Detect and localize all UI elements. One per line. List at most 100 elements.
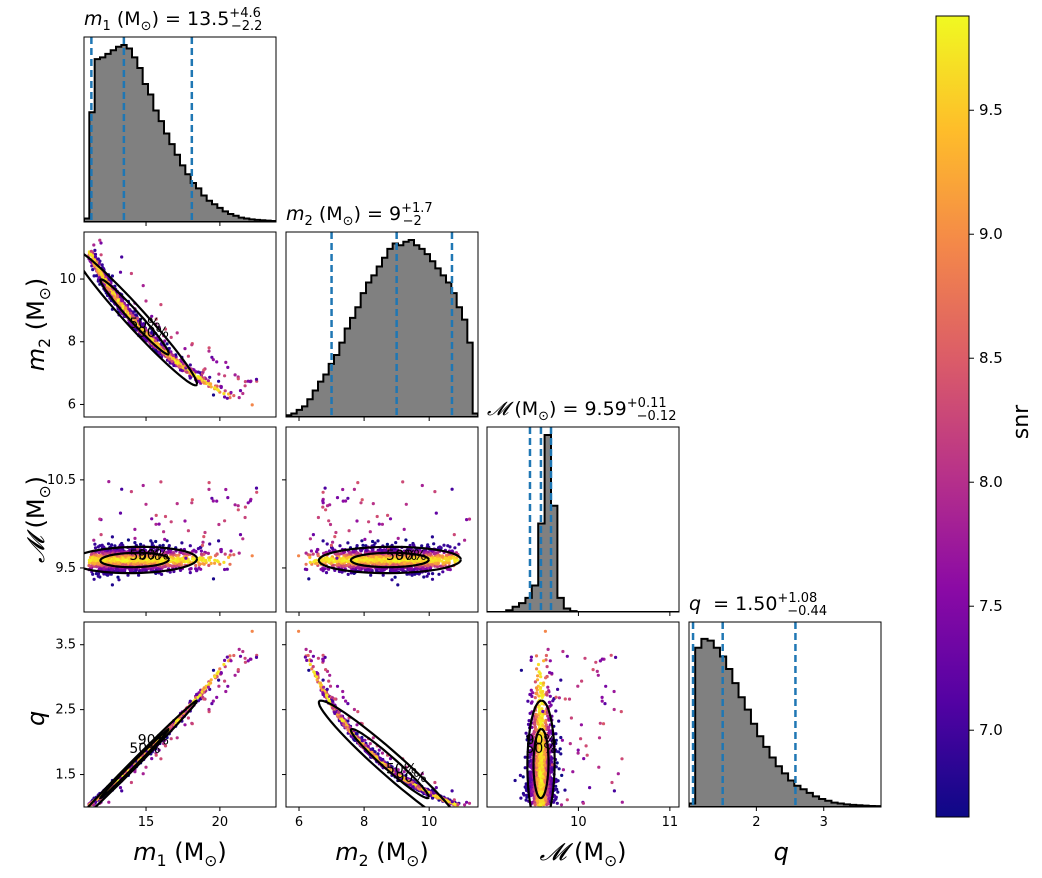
scatter-point: [217, 539, 220, 542]
scatter-point: [433, 490, 436, 493]
scatter-point: [101, 263, 104, 266]
scatter-point: [121, 305, 124, 308]
scatter-point: [99, 241, 102, 244]
scatter-point: [164, 515, 167, 518]
scatter-point: [142, 284, 145, 287]
scatter-point: [305, 568, 308, 571]
scatter-point: [355, 519, 358, 522]
scatter-point: [237, 508, 240, 511]
scatter-point: [166, 342, 169, 345]
scatter-point: [98, 239, 101, 242]
title-unit: (M: [514, 398, 538, 420]
scatter-point: [390, 568, 393, 571]
panel-frame: [84, 232, 276, 417]
scatter-point: [238, 396, 241, 399]
scatter-point: [100, 533, 103, 536]
scatter-point: [117, 299, 120, 302]
scatter-point: [241, 392, 244, 395]
scatter-point: [172, 551, 175, 554]
scatter-point: [251, 630, 254, 633]
scatter-point: [380, 568, 383, 571]
scatter-point: [190, 567, 193, 570]
scatter-point: [208, 542, 211, 545]
scatter-point: [237, 504, 240, 507]
scatter-point: [208, 376, 211, 379]
scatter-point: [97, 554, 100, 557]
scatter-point: [119, 271, 122, 274]
scatter-point: [178, 365, 181, 368]
scatter-point: [244, 384, 247, 387]
scatter-point: [182, 552, 185, 555]
scatter-point: [338, 544, 341, 547]
scatter-point: [139, 543, 142, 546]
scatter-point: [190, 343, 193, 346]
scatter-point: [367, 520, 370, 523]
scatter-point: [297, 554, 300, 557]
y-tick-label: 8: [68, 335, 76, 350]
title-lower-error: −2: [403, 214, 422, 229]
panel-content: [84, 37, 276, 222]
scatter-point: [207, 552, 210, 555]
title-unit: (M: [117, 8, 141, 30]
scatter-point: [191, 557, 194, 560]
scatter-point: [317, 516, 320, 519]
scatter-point: [120, 488, 123, 491]
scatter-point: [187, 529, 190, 532]
scatter-point: [457, 543, 460, 546]
scatter-point: [217, 523, 220, 526]
scatter-point: [431, 563, 434, 566]
title-unit-sub: ⊙: [538, 409, 549, 424]
scatter-point: [93, 578, 96, 581]
scatter-point: [220, 385, 223, 388]
scatter-point: [217, 679, 220, 682]
scatter-point: [170, 564, 173, 567]
scatter-point: [341, 488, 344, 491]
scatter-point: [194, 564, 197, 567]
scatter-point: [255, 491, 258, 494]
scatter-point: [309, 537, 312, 540]
scatter-point: [129, 312, 132, 315]
scatter-point: [239, 389, 242, 392]
scatter-point: [98, 518, 101, 521]
scatter-point: [378, 562, 381, 565]
scatter-point: [361, 498, 364, 501]
title-unit-sub: ⊙: [343, 214, 354, 229]
scatter-point: [144, 299, 147, 302]
panel-m2-m2: m2 (M⊙) = 9+1.7−2: [286, 201, 478, 421]
scatter-point: [346, 541, 349, 544]
title-value: = 13.5: [159, 8, 229, 30]
panel-content: [286, 232, 478, 417]
scatter-point: [215, 360, 218, 363]
scatter-point: [130, 568, 133, 571]
scatter-point: [345, 557, 348, 560]
scatter-point: [453, 533, 456, 536]
scatter-point: [449, 568, 452, 571]
scatter-point: [249, 380, 252, 383]
scatter-point: [308, 556, 311, 559]
title-symbol: m: [84, 8, 103, 30]
scatter-point: [321, 499, 324, 502]
title-value: = 9.59: [556, 398, 626, 420]
scatter-point: [212, 577, 215, 580]
title-lower-error: −0.12: [637, 409, 677, 424]
scatter-point: [366, 560, 369, 563]
scatter-point: [185, 370, 188, 373]
scatter-point: [189, 544, 192, 547]
scatter-point: [431, 535, 434, 538]
scatter-point: [305, 552, 308, 555]
scatter-point: [433, 552, 436, 555]
scatter-point: [375, 556, 378, 559]
scatter-point: [199, 376, 202, 379]
title-unit-close: ): [549, 398, 556, 420]
scatter-point: [89, 253, 92, 256]
scatter-point: [195, 569, 198, 572]
scatter-point: [208, 481, 211, 484]
scatter-point: [202, 368, 205, 371]
scatter-point: [448, 545, 451, 548]
scatter-point: [189, 376, 192, 379]
scatter-point: [189, 571, 192, 574]
scatter-point: [255, 378, 258, 381]
scatter-point: [451, 488, 454, 491]
